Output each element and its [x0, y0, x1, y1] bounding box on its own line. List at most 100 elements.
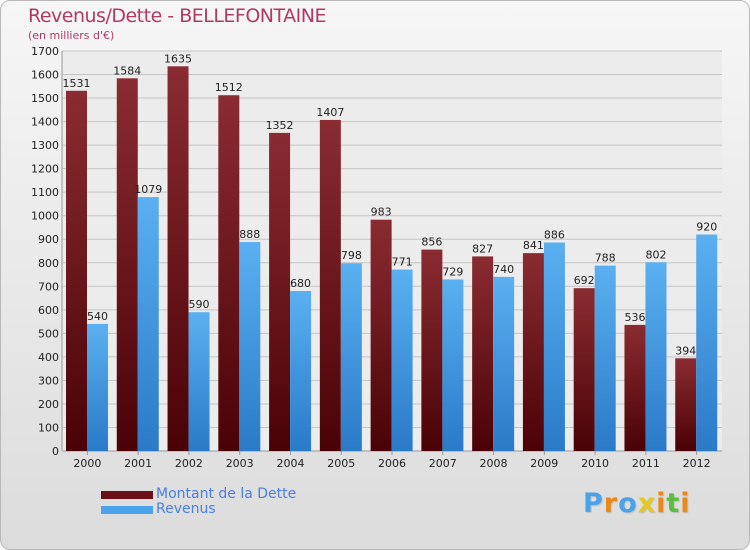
bar-revenus: [239, 242, 261, 451]
y-tick-label: 500: [38, 327, 59, 340]
bar-revenus: [696, 234, 718, 451]
data-label-revenus: 1079: [134, 183, 162, 196]
logo-letter: r: [603, 488, 619, 519]
data-label-dette: 1635: [164, 52, 192, 65]
x-tick-label: 2012: [683, 457, 711, 470]
bar-revenus: [290, 291, 312, 451]
data-label-revenus: 920: [696, 221, 717, 234]
x-tick-label: 2001: [124, 457, 152, 470]
bar-dette: [522, 253, 544, 451]
x-tick-label: 2009: [530, 457, 558, 470]
legend-swatch-dette: [101, 491, 153, 499]
y-tick-label: 1100: [31, 186, 59, 199]
bar-dette: [624, 324, 646, 451]
y-tick-label: 1000: [31, 210, 59, 223]
bar-revenus: [87, 323, 108, 451]
data-labels: 1531 540 1584 1079 1635 590 1512 888 1352 680 1407…: [63, 52, 718, 357]
y-tick-label: 900: [38, 233, 59, 246]
y-tick-label: 800: [38, 257, 59, 270]
y-tick-label: 0: [52, 445, 59, 458]
x-tick-label: 2011: [632, 457, 660, 470]
y-tick-label: 700: [38, 280, 59, 293]
bar-dette: [66, 90, 87, 451]
bar-revenus: [543, 242, 565, 451]
data-label-dette: 856: [421, 236, 442, 249]
y-tick-label: 1700: [31, 45, 59, 58]
logo-letter: i: [656, 488, 667, 519]
bars: [66, 66, 718, 452]
y-tick-label: 200: [38, 398, 59, 411]
bar-dette: [421, 249, 443, 451]
data-label-dette: 983: [371, 206, 392, 219]
bar-revenus: [137, 197, 159, 451]
bar-dette: [370, 219, 392, 451]
bar-dette: [269, 132, 291, 451]
bar-dette: [167, 66, 189, 451]
bar-dette: [573, 288, 595, 451]
data-label-dette: 1531: [63, 77, 91, 90]
data-label-dette: 536: [624, 311, 645, 324]
data-label-revenus: 888: [239, 228, 260, 241]
data-label-revenus: 886: [544, 229, 565, 242]
bar-dette: [472, 256, 494, 451]
chart-title: Revenus/Dette - BELLEFONTAINE: [28, 5, 326, 27]
x-tick-label: 2005: [327, 457, 355, 470]
logo-letter: o: [618, 488, 638, 519]
y-tick-label: 400: [38, 351, 59, 364]
data-label-revenus: 802: [645, 248, 666, 261]
x-tick-label: 2003: [226, 457, 254, 470]
data-label-dette: 394: [675, 344, 696, 357]
chart-subtitle: (en milliers d'€): [28, 29, 115, 42]
data-label-dette: 1512: [215, 81, 243, 94]
y-tick-label: 1200: [31, 163, 59, 176]
data-label-revenus: 740: [493, 263, 514, 276]
y-tick-label: 600: [38, 304, 59, 317]
bar-revenus: [594, 265, 616, 451]
y-tick-label: 1500: [31, 92, 59, 105]
bar-revenus: [391, 269, 413, 451]
legend-label-dette: Montant de la Dette: [156, 486, 297, 502]
logo-letter: t: [666, 488, 681, 519]
x-tick-label: 2000: [73, 457, 101, 470]
y-tick-label: 1300: [31, 139, 59, 152]
data-label-dette: 841: [523, 239, 544, 252]
data-label-revenus: 729: [442, 265, 463, 278]
axes: 0 100 200 300 400 500 600 700 800 900 1000 1100 1200…: [31, 45, 722, 470]
logo-letter: i: [680, 488, 691, 519]
bar-revenus: [188, 312, 210, 451]
data-label-revenus: 798: [341, 249, 362, 262]
logo-letter: P: [583, 488, 604, 519]
legend-label-revenus: Revenus: [156, 501, 216, 517]
data-label-dette: 827: [472, 242, 493, 255]
bar-revenus: [340, 263, 362, 451]
data-label-dette: 1584: [113, 64, 141, 77]
bar-dette: [675, 358, 697, 451]
data-label-revenus: 680: [290, 277, 311, 290]
x-tick-label: 2002: [175, 457, 203, 470]
data-label-revenus: 590: [189, 298, 210, 311]
y-tick-label: 300: [38, 374, 59, 387]
bar-dette: [116, 78, 138, 451]
data-label-dette: 1352: [266, 119, 294, 132]
y-tick-label: 100: [38, 421, 59, 434]
data-label-revenus: 788: [595, 252, 616, 265]
data-label-dette: 692: [574, 274, 595, 287]
bar-dette: [319, 119, 341, 452]
x-tick-label: 2008: [480, 457, 508, 470]
bar-revenus: [493, 276, 515, 451]
bar-dette: [218, 95, 240, 451]
logo-letter: x: [637, 488, 657, 519]
x-tick-label: 2007: [429, 457, 457, 470]
bar-revenus: [442, 279, 464, 451]
data-label-revenus: 540: [87, 310, 108, 323]
data-label-revenus: 771: [392, 256, 413, 269]
y-tick-label: 1600: [31, 69, 59, 82]
data-label-dette: 1407: [316, 106, 344, 119]
y-tick-label: 1400: [31, 116, 59, 129]
bar-revenus: [645, 262, 667, 451]
legend-swatch-revenus: [101, 506, 153, 514]
x-tick-label: 2010: [581, 457, 609, 470]
proxiti-logo: Proxiti: [583, 488, 691, 519]
